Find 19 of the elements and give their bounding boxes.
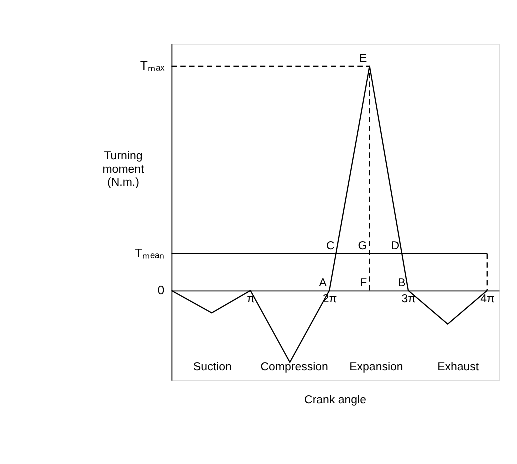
annotation: Exhaust (438, 362, 480, 374)
x-tick-label: 4π (480, 294, 496, 306)
annotation: B (398, 277, 406, 290)
annotation: Compression (260, 362, 328, 374)
annotation: Expansion (350, 362, 404, 374)
text: Crank angle (304, 394, 367, 406)
annotation: D (391, 240, 400, 252)
annotation: F (360, 277, 368, 290)
x-tick-label: 3π (402, 294, 416, 306)
annotation: E (359, 53, 368, 66)
annotation: G (358, 240, 368, 252)
x-tick-label: π (247, 294, 256, 306)
annotation: Tₘₑₐₙ (134, 246, 165, 260)
annotation: A (319, 277, 328, 290)
annotation: Tₘₐₓ (140, 59, 166, 74)
annotation: Suction (194, 362, 232, 374)
annotation: 0 (158, 283, 165, 298)
y-axis-title: Turning moment (N.m.) (102, 150, 146, 190)
annotation: C (326, 240, 335, 252)
